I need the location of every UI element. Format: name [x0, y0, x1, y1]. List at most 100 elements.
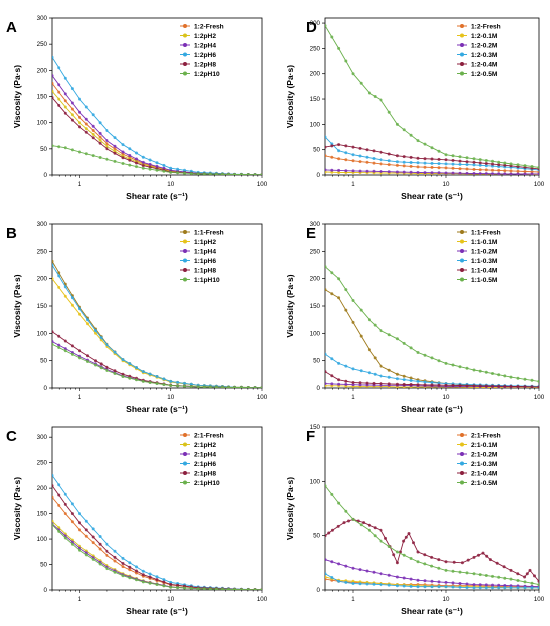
legend-swatch-marker [183, 277, 187, 282]
data-point [379, 364, 383, 368]
series-2:1-0.2M [325, 558, 539, 589]
legend-entry: 2:1pH6 [194, 461, 216, 468]
data-point [325, 288, 327, 292]
y-tick-label: 100 [310, 478, 321, 485]
data-point [105, 147, 109, 151]
data-point [465, 366, 469, 370]
data-point [337, 382, 341, 386]
data-point [458, 582, 462, 585]
data-point [176, 380, 180, 384]
data-point [330, 560, 334, 564]
series-2:1-0.3M [325, 572, 539, 590]
data-point [233, 588, 236, 590]
panel-letter: E [306, 225, 316, 242]
data-point [395, 163, 399, 167]
y-tick-label: 250 [37, 460, 48, 467]
data-point [337, 143, 341, 147]
data-point [478, 168, 482, 172]
y-tick-label: 0 [44, 172, 48, 179]
data-point [367, 318, 371, 322]
data-point [84, 130, 88, 134]
data-point [330, 492, 334, 496]
data-point [491, 172, 494, 175]
plot-frame [51, 426, 263, 591]
data-point [325, 575, 327, 579]
legend-swatch-marker [460, 62, 464, 66]
data-point [52, 495, 54, 499]
x-axis-label: Shear rate (s⁻¹) [401, 606, 463, 616]
data-point [113, 555, 117, 559]
data-point [105, 144, 109, 148]
data-point [351, 579, 355, 583]
data-point [337, 149, 341, 153]
legend: 1:2-Fresh 1:2-0.1M 1:2-0.2M 1:2-0.3M 1:2-0.4… [457, 23, 501, 78]
data-point [484, 162, 488, 165]
data-point [63, 512, 67, 516]
data-point [365, 381, 369, 385]
data-point [330, 35, 334, 39]
data-point [503, 384, 507, 388]
data-point [91, 557, 95, 561]
y-tick-label: 150 [37, 303, 48, 310]
y-tick-label: 200 [37, 485, 48, 492]
legend-entry: 1:2pH8 [194, 61, 216, 68]
data-point [128, 163, 132, 167]
data-point [220, 172, 224, 175]
x-tick-label: 1 [351, 596, 355, 603]
data-point [84, 127, 88, 131]
data-point [478, 573, 482, 577]
data-point [528, 568, 532, 572]
data-point [444, 585, 448, 589]
data-point [128, 376, 132, 380]
data-point [451, 569, 455, 573]
data-point [523, 172, 527, 175]
x-tick-label: 100 [257, 596, 268, 603]
data-point [63, 502, 67, 506]
y-tick-label: 0 [317, 385, 321, 392]
plot-frame [51, 223, 263, 389]
data-point [537, 579, 539, 583]
data-point [91, 113, 95, 117]
legend-swatch-marker [183, 24, 187, 28]
y-tick-label: 100 [310, 330, 321, 337]
x-axis-label: Shear rate (s⁻¹) [126, 606, 188, 616]
data-point [523, 385, 527, 388]
data-point [121, 565, 125, 569]
data-point [491, 168, 494, 172]
data-point [325, 370, 327, 374]
data-point [516, 163, 520, 167]
data-point [220, 587, 224, 590]
data-point [451, 581, 455, 585]
data-point [78, 307, 81, 311]
data-point [444, 560, 448, 564]
data-point [509, 384, 513, 388]
data-point [52, 340, 54, 343]
data-point [430, 171, 434, 175]
data-point [351, 383, 355, 387]
data-point [52, 263, 54, 267]
data-point [78, 312, 81, 316]
panel-a: A 0 50 100 150 200 250 300 1 10 100 Shear rate (s⁻¹… [6, 15, 268, 201]
data-point [52, 473, 54, 477]
series-2:1pH8 [52, 484, 262, 590]
data-point [503, 163, 507, 167]
data-point [372, 570, 376, 574]
data-point [121, 162, 125, 165]
legend-swatch-marker [460, 24, 464, 28]
series-line [52, 343, 262, 388]
data-point [387, 545, 391, 548]
series-1:1-Fresh [52, 259, 262, 388]
legend-swatch-marker [460, 480, 464, 485]
panel-d: D 0 50 100 150 200 250 300 1 10 100 Shear rate (s⁻¹… [285, 17, 545, 201]
data-point [409, 155, 413, 159]
data-point [94, 331, 97, 335]
data-point [497, 172, 501, 175]
data-point [57, 493, 61, 497]
data-point [169, 585, 173, 589]
data-point [379, 583, 383, 587]
data-point [330, 168, 334, 172]
data-point [330, 271, 334, 275]
data-point [52, 81, 54, 85]
data-point [63, 99, 67, 103]
data-point [372, 169, 376, 173]
